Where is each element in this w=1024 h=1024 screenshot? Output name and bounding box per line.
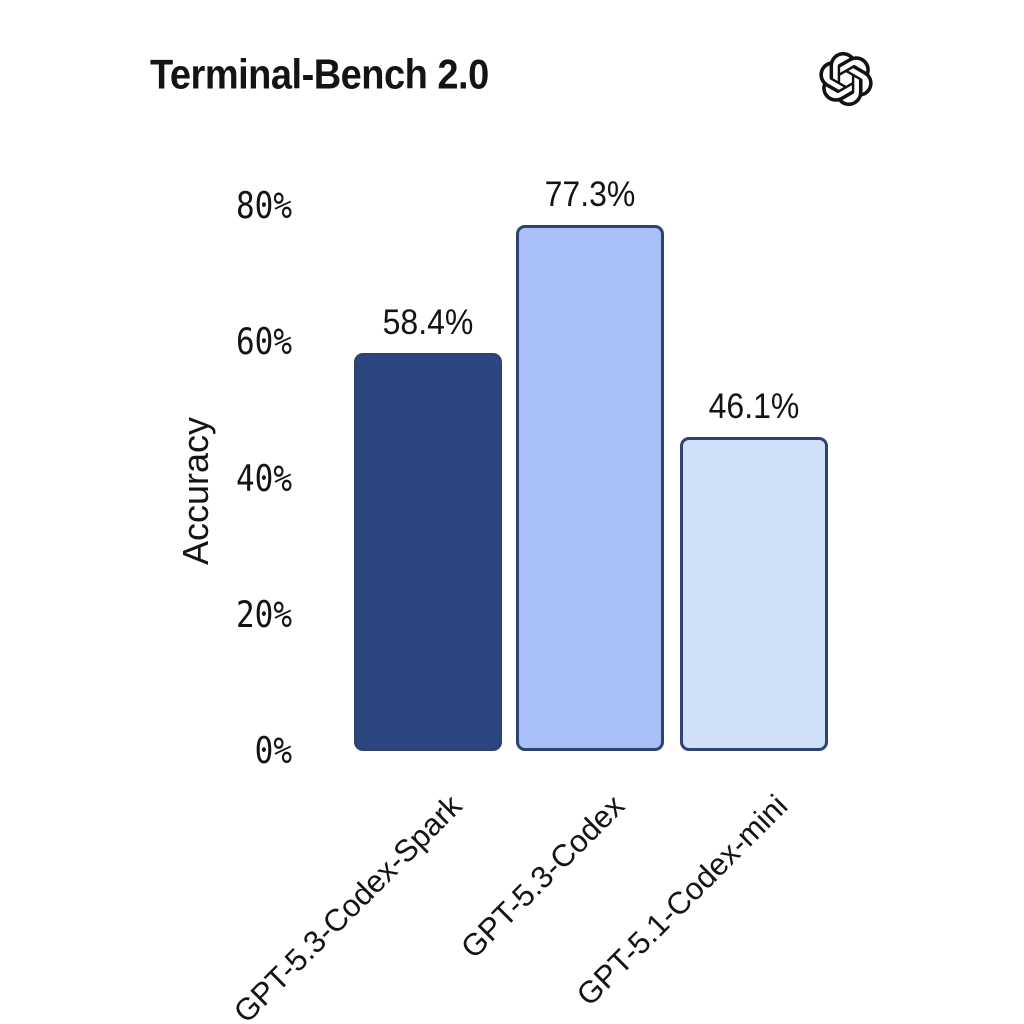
x-tick-label: GPT-5.3-Codex	[453, 788, 631, 966]
bar-value-label: 77.3%	[544, 174, 636, 214]
openai-logo-icon	[819, 52, 873, 106]
bar-gpt-5.3-codex-spark	[354, 353, 502, 751]
y-tick-label: 60%	[236, 321, 292, 364]
bar-value-label: 58.4%	[382, 302, 474, 342]
y-tick-label: 40%	[236, 457, 292, 500]
y-tick-label: 0%	[254, 729, 292, 773]
y-axis-label: Accuracy	[175, 416, 216, 566]
y-tick-label: 80%	[236, 184, 292, 228]
y-tick-label: 20%	[236, 593, 292, 637]
bar-gpt-5.1-codex-mini	[680, 437, 828, 751]
bar-gpt-5.3-codex	[516, 225, 664, 751]
x-tick-label: GPT-5.3-Codex-Spark	[227, 788, 469, 1024]
chart-title: Terminal-Bench 2.0	[150, 52, 489, 99]
bar-value-label: 46.1%	[708, 386, 800, 426]
